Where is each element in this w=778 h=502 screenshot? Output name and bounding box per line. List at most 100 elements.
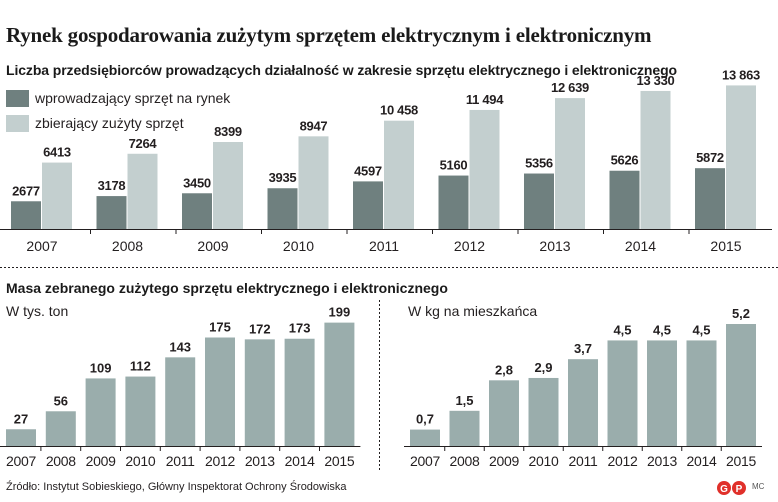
chart3-x-tick-2015: 2015 bbox=[726, 453, 756, 469]
bar-dark-2010 bbox=[267, 188, 298, 229]
bar-dark-2015 bbox=[695, 168, 725, 229]
chart3-x-tick-2013: 2013 bbox=[647, 453, 677, 469]
chart2-bar-2012 bbox=[205, 337, 235, 446]
chart2-x-tick-2011: 2011 bbox=[166, 453, 195, 469]
bar-label-light-2010: 8947 bbox=[300, 118, 328, 133]
legend-label-dark: wprowadzający sprzęt na rynek bbox=[35, 90, 231, 106]
chart3-bar-label-2008: 1,5 bbox=[455, 393, 473, 408]
chart3-x-tick-2011: 2011 bbox=[569, 453, 598, 469]
chart2-x-tick-2013: 2013 bbox=[245, 453, 275, 469]
chart2-x-tick-2008: 2008 bbox=[46, 453, 76, 469]
bar-label-light-2012: 11 494 bbox=[466, 92, 504, 107]
bar-label-light-2014: 13 330 bbox=[637, 73, 675, 88]
chart3-unit-label: W kg na mieszkańca bbox=[408, 303, 538, 319]
legend-item-dark: wprowadzający sprzęt na rynek bbox=[6, 88, 230, 108]
legend-swatch-dark bbox=[6, 89, 29, 107]
chart2-x-tick-2012: 2012 bbox=[205, 453, 235, 469]
page-title: Rynek gospodarowania zużytym sprzętem el… bbox=[6, 23, 652, 47]
bar-label-light-2009: 8399 bbox=[214, 124, 242, 139]
chart3-bar-2012 bbox=[607, 340, 638, 446]
bar-label-light-2011: 10 458 bbox=[380, 103, 418, 118]
bar-label-dark-2011: 4597 bbox=[354, 163, 382, 178]
chart2-bar-label-2010: 112 bbox=[130, 359, 151, 374]
bar-dark-2011 bbox=[353, 181, 383, 229]
bar-dark-2008 bbox=[96, 196, 127, 229]
chart3-x-tick-2009: 2009 bbox=[489, 453, 519, 469]
chart1-title: Liczba przedsiębiorców prowadzących dzia… bbox=[6, 62, 677, 78]
chart2-bar-2009 bbox=[85, 378, 116, 446]
chart2-bar-label-2008: 56 bbox=[54, 393, 68, 408]
legend-label-light: zbierający zużyty sprzęt bbox=[35, 115, 184, 131]
bar-dark-2007 bbox=[11, 201, 41, 229]
bar-light-2014 bbox=[640, 90, 671, 229]
bar-label-light-2007: 6413 bbox=[43, 145, 71, 160]
chart3-bar-label-2012: 4,5 bbox=[613, 322, 631, 337]
chart2-bar-label-2012: 175 bbox=[209, 320, 231, 335]
svg-text:P: P bbox=[736, 484, 743, 495]
bar-label-dark-2009: 3450 bbox=[183, 175, 211, 190]
chart2-bar-2008 bbox=[45, 411, 76, 446]
chart3-bar-2011 bbox=[568, 359, 598, 446]
bar-label-dark-2013: 5356 bbox=[525, 156, 553, 171]
bar-light-2009 bbox=[213, 142, 243, 229]
bar-light-2012 bbox=[469, 109, 500, 229]
chart3-bar-2015 bbox=[726, 324, 756, 446]
x-tick-2012: 2012 bbox=[454, 238, 485, 254]
bar-label-dark-2015: 5872 bbox=[696, 150, 724, 165]
chart2-bar-2013 bbox=[244, 339, 275, 446]
gp-logo-icon: G P bbox=[717, 481, 746, 495]
chart3-bar-2007 bbox=[410, 429, 440, 446]
chart2-bar-label-2013: 172 bbox=[249, 321, 271, 336]
chart3-bar-2013 bbox=[647, 340, 677, 446]
chart3-x-tick-2012: 2012 bbox=[608, 453, 638, 469]
bar-light-2015 bbox=[726, 85, 756, 229]
bar-light-2013 bbox=[555, 98, 585, 229]
x-tick-2007: 2007 bbox=[26, 238, 57, 254]
bar-light-2010 bbox=[298, 136, 329, 229]
chart3-bar-2008 bbox=[449, 410, 480, 446]
chart3-bar-label-2007: 0,7 bbox=[416, 412, 434, 427]
chart2-bar-2010 bbox=[125, 376, 156, 446]
chart2-x-tick-2014: 2014 bbox=[285, 453, 315, 469]
x-tick-2010: 2010 bbox=[283, 238, 314, 254]
chart3-bar-label-2010: 2,9 bbox=[534, 360, 552, 375]
chart1-legend: wprowadzający sprzęt na rynek zbierający… bbox=[6, 88, 230, 138]
chart2-bar-2014 bbox=[284, 338, 315, 446]
bar-dark-2012 bbox=[438, 175, 469, 229]
chart3-x-tick-2007: 2007 bbox=[410, 453, 440, 469]
chart3-bar-2014 bbox=[686, 340, 717, 446]
x-tick-2011: 2011 bbox=[369, 238, 399, 254]
chart2-bar-label-2015: 199 bbox=[329, 305, 351, 320]
bar-label-dark-2008: 3178 bbox=[98, 178, 126, 193]
chart2-bar-2015 bbox=[324, 322, 355, 446]
source-note: Źródło: Instytut Sobieskiego, Główny Ins… bbox=[6, 481, 347, 493]
x-tick-2015: 2015 bbox=[710, 238, 741, 254]
chart3-bar-2009 bbox=[489, 380, 519, 446]
bar-label-dark-2012: 5160 bbox=[440, 158, 468, 173]
bar-label-dark-2010: 3935 bbox=[269, 170, 297, 185]
chart3-bar-label-2009: 2,8 bbox=[495, 362, 513, 377]
bar-label-light-2008: 7264 bbox=[129, 136, 158, 151]
x-tick-2013: 2013 bbox=[539, 238, 570, 254]
chart3-bar-label-2013: 4,5 bbox=[653, 322, 671, 337]
legend-swatch-light bbox=[6, 114, 29, 132]
chart2-bar-label-2014: 173 bbox=[289, 321, 311, 336]
chart2-x-tick-2007: 2007 bbox=[6, 453, 36, 469]
chart2-x-tick-2015: 2015 bbox=[324, 453, 354, 469]
legend-item-light: zbierający zużyty sprzęt bbox=[6, 113, 230, 133]
chart3-x-tick-2010: 2010 bbox=[529, 453, 559, 469]
chart2-x-tick-2009: 2009 bbox=[86, 453, 116, 469]
bar-label-dark-2014: 5626 bbox=[611, 153, 639, 168]
bar-dark-2009 bbox=[182, 193, 212, 229]
chart3-x-tick-2008: 2008 bbox=[450, 453, 480, 469]
chart3-bar-label-2014: 4,5 bbox=[692, 322, 710, 337]
bar-label-light-2015: 13 863 bbox=[722, 67, 760, 82]
bar-dark-2013 bbox=[524, 173, 554, 229]
bar-light-2007 bbox=[42, 162, 72, 229]
x-tick-2009: 2009 bbox=[197, 238, 228, 254]
chart3-bar-label-2015: 5,2 bbox=[732, 306, 750, 321]
bar-dark-2014 bbox=[609, 170, 640, 229]
bar-label-light-2013: 12 639 bbox=[551, 80, 589, 95]
chart3-bar-2010 bbox=[528, 377, 559, 446]
